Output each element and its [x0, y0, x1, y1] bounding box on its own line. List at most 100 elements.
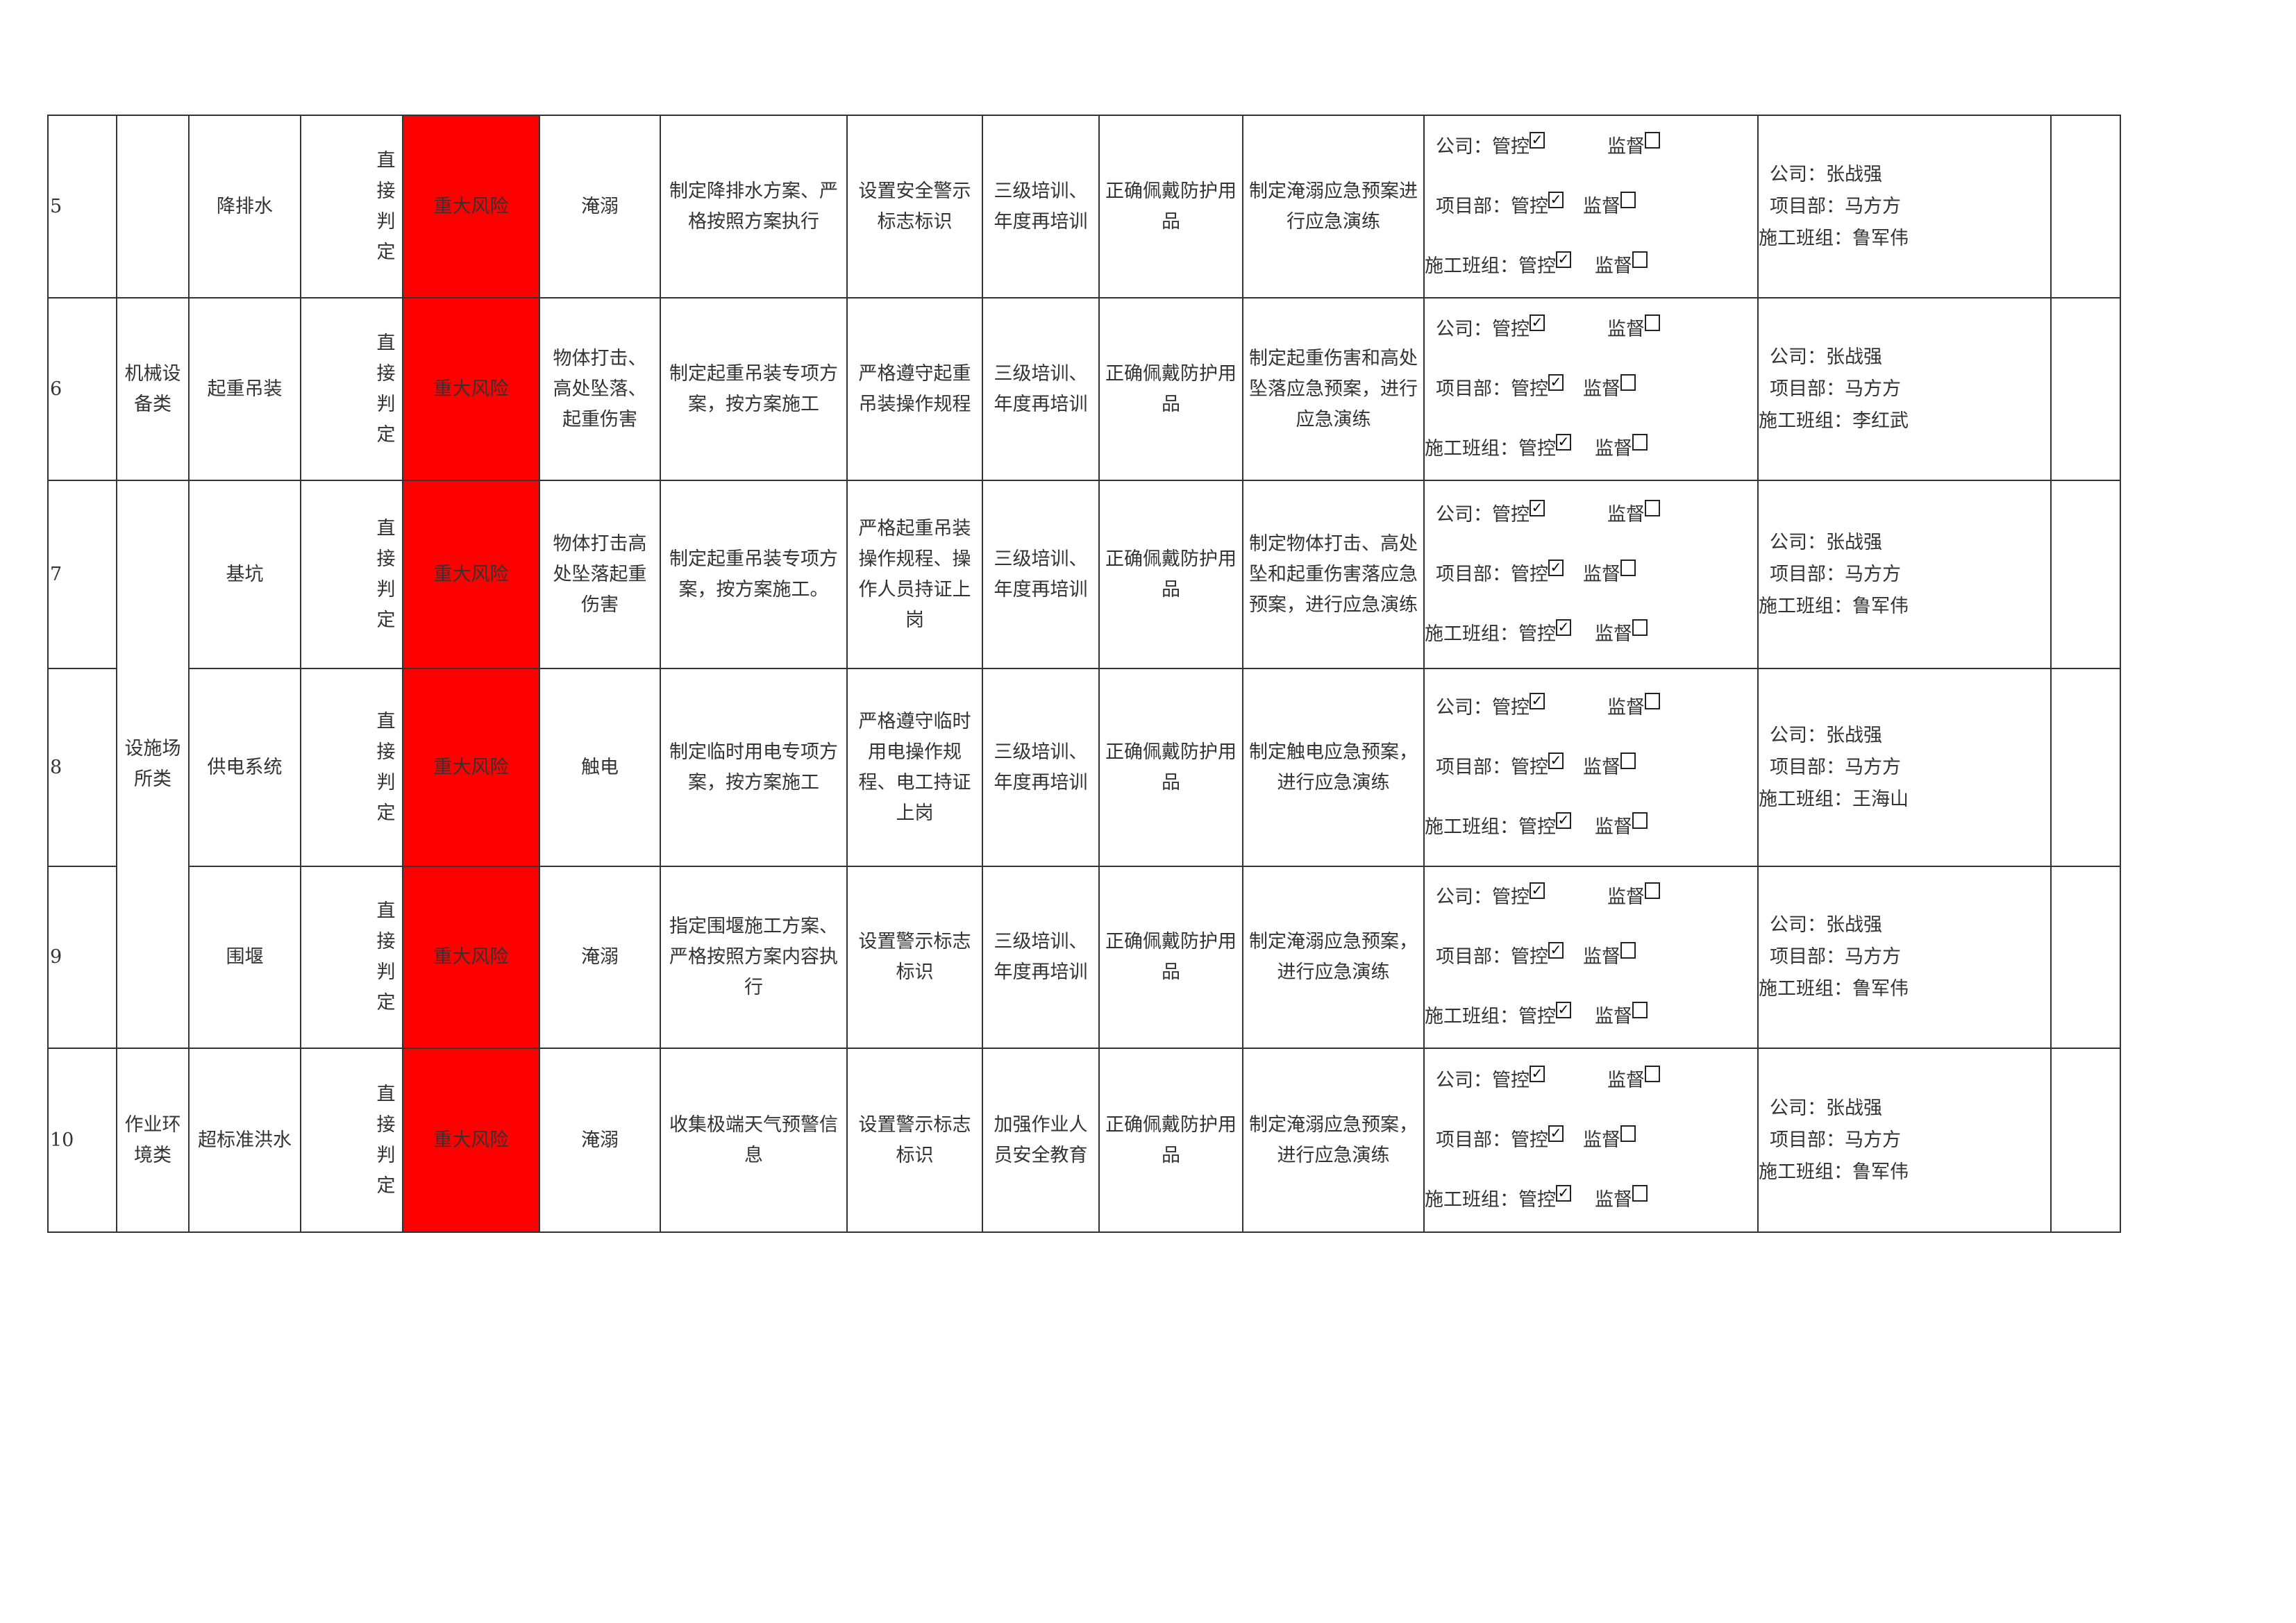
- control-checkbox[interactable]: ✓: [1530, 692, 1545, 709]
- control-checkbox[interactable]: ✓: [1530, 131, 1545, 149]
- control-checkbox[interactable]: ✓: [1548, 559, 1564, 576]
- supervise-checkbox[interactable]: [1620, 559, 1636, 576]
- hazard-item: 起重吊装: [188, 297, 301, 481]
- category-cell: [116, 115, 190, 298]
- technical-measure: 制定起重吊装专项方案，按方案施工。: [660, 480, 848, 669]
- control-checkbox[interactable]: ✓: [1556, 1002, 1571, 1018]
- judgement-method: 直接判定: [376, 1083, 396, 1197]
- control-line: 项目部： 管控 ✓ 监督: [1425, 927, 1757, 987]
- supervise-option-label: 监督: [1595, 437, 1632, 460]
- supervise-option-label: 监督: [1595, 1188, 1632, 1211]
- supervise-checkbox[interactable]: [1632, 812, 1648, 829]
- table-row: 10 作业环境类 超标准洪水 直接判定 重大风险 淹溺 收集极端天气预警信息 设置警示标志标识…: [47, 1048, 2121, 1233]
- control-checkbox[interactable]: ✓: [1548, 942, 1564, 959]
- control-label: 项目部：: [1436, 563, 1511, 585]
- control-line: 公司： 管控 ✓ 监督: [1425, 485, 1757, 545]
- control-line: 项目部： 管控 ✓ 监督: [1425, 738, 1757, 798]
- row-number: 5: [47, 115, 117, 298]
- supervise-option-label: 监督: [1595, 816, 1632, 838]
- control-option-label: 管控: [1518, 816, 1556, 838]
- responsible-person: 公司：张战强: [1770, 724, 1882, 746]
- technical-measure: 制定降排水方案、严格按照方案执行: [660, 115, 848, 298]
- control-line: 施工班组： 管控 ✓ 监督: [1425, 419, 1757, 479]
- supervise-checkbox[interactable]: [1645, 314, 1660, 331]
- training-measure: 三级培训、年度再培训: [982, 115, 1100, 298]
- management-measure: 严格起重吊装操作规程、操作人员持证上岗: [846, 480, 983, 669]
- supervise-option-label: 监督: [1595, 623, 1632, 645]
- control-line: 施工班组： 管控 ✓ 监督: [1425, 987, 1757, 1047]
- supervise-checkbox[interactable]: [1632, 433, 1648, 451]
- responsible-persons-cell: 公司：张战强 项目部：马方方 施工班组：李红武: [1757, 297, 2052, 481]
- control-checkbox[interactable]: ✓: [1556, 1184, 1571, 1202]
- supervise-checkbox[interactable]: [1645, 131, 1660, 149]
- supervise-option-label: 监督: [1583, 378, 1620, 400]
- table-row: 9 围堰 直接判定 重大风险 淹溺 指定围堰施工方案、严格按照方案内容执行 设置警示标志标识…: [47, 866, 2121, 1049]
- control-line: 施工班组： 管控 ✓ 监督: [1425, 605, 1757, 664]
- supervise-option-label: 监督: [1583, 756, 1620, 778]
- table-row: 5 降排水 直接判定 重大风险 淹溺 制定降排水方案、严格按照方案执行 设置安全警示标志标识…: [47, 115, 2121, 298]
- supervise-option-label: 监督: [1583, 195, 1620, 217]
- control-line: 施工班组： 管控 ✓ 监督: [1425, 1170, 1757, 1230]
- supervise-checkbox[interactable]: [1620, 191, 1636, 208]
- risk-level: 重大风险: [402, 297, 540, 481]
- supervise-checkbox[interactable]: [1632, 619, 1648, 636]
- technical-measure: 收集极端天气预警信息: [660, 1048, 848, 1233]
- supervise-checkbox[interactable]: [1645, 692, 1660, 709]
- supervise-option-label: 监督: [1583, 563, 1620, 585]
- remark-cell: [2050, 668, 2121, 867]
- supervise-option-label: 监督: [1607, 696, 1645, 718]
- supervise-checkbox[interactable]: [1645, 882, 1660, 899]
- remark-cell: [2050, 480, 2121, 669]
- control-label: 项目部：: [1436, 195, 1511, 217]
- table-row: 6 机械设备类 起重吊装 直接判定 重大风险 物体打击、高处坠落、起重伤害 制定起重吊装专项…: [47, 297, 2121, 481]
- judgement-method-cell: 直接判定: [300, 668, 403, 867]
- row-number: 9: [47, 866, 117, 1049]
- judgement-method: 直接判定: [376, 710, 396, 824]
- accident-type: 淹溺: [539, 1048, 661, 1233]
- control-checkbox[interactable]: ✓: [1530, 499, 1545, 516]
- control-checkbox[interactable]: ✓: [1548, 1125, 1564, 1142]
- supervise-option-label: 监督: [1583, 946, 1620, 968]
- control-checkbox[interactable]: ✓: [1530, 314, 1545, 331]
- emergency-measure: 制定淹溺应急预案，进行应急演练: [1242, 1048, 1425, 1233]
- control-checkbox[interactable]: ✓: [1548, 191, 1564, 208]
- control-checkbox[interactable]: ✓: [1556, 812, 1571, 829]
- technical-measure: 指定围堰施工方案、严格按照方案内容执行: [660, 866, 848, 1049]
- control-option-label: 管控: [1492, 696, 1530, 718]
- control-line: 公司： 管控 ✓ 监督: [1425, 678, 1757, 738]
- supervise-checkbox[interactable]: [1632, 1184, 1648, 1202]
- management-measure: 严格遵守起重吊装操作规程: [846, 297, 983, 481]
- supervise-checkbox[interactable]: [1645, 499, 1660, 516]
- control-checkbox[interactable]: ✓: [1556, 251, 1571, 268]
- supervise-option-label: 监督: [1583, 1129, 1620, 1151]
- supervise-checkbox[interactable]: [1620, 942, 1636, 959]
- control-checkbox[interactable]: ✓: [1530, 882, 1545, 899]
- accident-type: 淹溺: [539, 866, 661, 1049]
- supervise-checkbox[interactable]: [1620, 373, 1636, 391]
- control-line: 项目部： 管控 ✓ 监督: [1425, 360, 1757, 419]
- control-label: 施工班组：: [1425, 623, 1518, 645]
- control-line: 项目部： 管控 ✓ 监督: [1425, 177, 1757, 237]
- supervise-checkbox[interactable]: [1620, 752, 1636, 769]
- supervise-checkbox[interactable]: [1632, 251, 1648, 268]
- supervise-option-label: 监督: [1607, 503, 1645, 525]
- remark-cell: [2050, 297, 2121, 481]
- supervise-checkbox[interactable]: [1620, 1125, 1636, 1142]
- supervise-option-label: 监督: [1607, 886, 1645, 908]
- control-checkbox[interactable]: ✓: [1530, 1065, 1545, 1082]
- ppe-measure: 正确佩戴防护用品: [1098, 668, 1243, 867]
- responsible-person: 公司：张战强: [1770, 163, 1882, 185]
- responsible-person: 施工班组：王海山: [1759, 788, 1909, 810]
- control-checkbox[interactable]: ✓: [1556, 433, 1571, 451]
- control-line: 施工班组： 管控 ✓ 监督: [1425, 798, 1757, 857]
- control-checkbox[interactable]: ✓: [1548, 752, 1564, 769]
- responsible-person: 项目部：马方方: [1770, 563, 1901, 585]
- training-measure: 加强作业人员安全教育: [982, 1048, 1100, 1233]
- supervise-checkbox[interactable]: [1645, 1065, 1660, 1082]
- category-cell: 作业环境类: [116, 1048, 190, 1233]
- control-option-label: 管控: [1518, 1006, 1556, 1027]
- supervise-checkbox[interactable]: [1632, 1002, 1648, 1018]
- control-checkbox[interactable]: ✓: [1556, 619, 1571, 636]
- training-measure: 三级培训、年度再培训: [982, 480, 1100, 669]
- control-checkbox[interactable]: ✓: [1548, 373, 1564, 391]
